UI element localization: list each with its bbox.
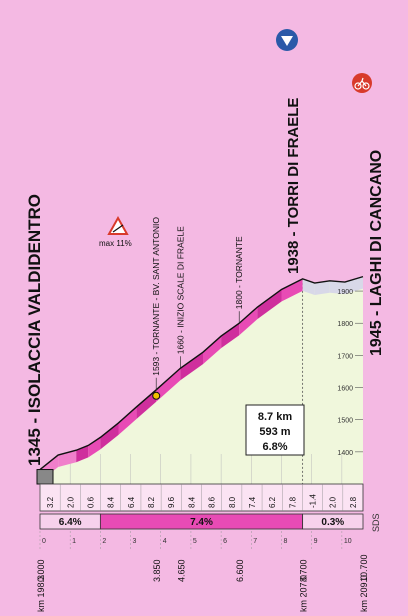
profile-band-segment <box>203 336 222 365</box>
profile-band-segment <box>221 323 240 349</box>
segment-gradient-value: 8.4 <box>107 496 116 508</box>
max-gradient-label: max 11% <box>99 239 132 248</box>
cyclist-finish-icon <box>352 73 372 93</box>
km-tick-label: 0 <box>42 538 46 545</box>
segment-gradient-value: 8.4 <box>187 496 196 508</box>
km-tick-label: 2 <box>102 538 106 545</box>
distance-label: 3.850 <box>152 559 162 582</box>
start-block <box>36 469 54 485</box>
altitude-tick-label: 1700 <box>337 353 353 360</box>
profile-band-segment <box>314 280 330 296</box>
segment-gradient-value: 2.0 <box>329 496 338 508</box>
segment-gradient-value: 8.0 <box>228 496 237 508</box>
profile-band-segment <box>302 278 315 296</box>
sector-gradient-value: 6.4% <box>59 517 82 528</box>
altitude-tick-label: 1600 <box>337 386 353 393</box>
segment-gradient-value: 8.6 <box>208 496 217 508</box>
summit-label: 1938 - TORRI DI FRAELE <box>285 98 302 274</box>
climb-distance: 8.7 km <box>258 411 292 423</box>
segment-gradient-value: 8.2 <box>147 496 156 508</box>
segment-gradient-value: 9.6 <box>167 496 176 508</box>
segment-gradient-value: 3.2 <box>46 496 55 508</box>
sector-gradient-value: 7.4% <box>190 517 213 528</box>
altitude-tick-label: 1400 <box>337 450 353 457</box>
profile-band-segment <box>281 278 303 302</box>
annotation-label: 1660 - INIZIO SCALE DI FRAELE <box>175 226 185 354</box>
altitude-tick-label: 1500 <box>337 418 353 425</box>
distance-label: 4.650 <box>176 559 186 582</box>
cumulative-distance-label: km 209.0 <box>359 575 369 612</box>
waypoint-marker <box>152 391 161 400</box>
km-tick-label: 3 <box>133 538 137 545</box>
profile-band-segment <box>100 422 119 450</box>
distance-label: 10.700 <box>359 554 369 582</box>
profile-band-segment <box>88 437 101 458</box>
km-tick-label: 1 <box>72 538 76 545</box>
altitude-tick-label: 1800 <box>337 321 353 328</box>
cumulative-distance-label: km 198.3 <box>36 575 46 612</box>
segment-gradient-value: -1.4 <box>309 494 318 508</box>
profile-band-segment <box>180 352 204 381</box>
triangle-kom-icon <box>276 29 298 51</box>
segment-gradient-value: 6.2 <box>268 496 277 508</box>
distance-label: 8.700 <box>299 559 309 582</box>
climb-gain: 593 m <box>259 426 290 438</box>
km-tick-label: 5 <box>193 538 197 545</box>
sector-gradient-bar: 6.4% 7.4% 0.3% <box>39 513 364 530</box>
sector-gradient-box <box>302 513 364 530</box>
segment-gradient-value: 6.4 <box>127 496 136 508</box>
segment-gradient-labels: 3.2 2.0 0.6 8.4 6.4 8.2 9.6 8.4 8.6 8.0 7.4 6.2 7.8 -… <box>39 484 358 511</box>
cumulative-distance-label: km 207.0 <box>299 575 309 612</box>
km-tick-label: 8 <box>283 538 287 545</box>
segment-gradient-value: 7.4 <box>248 496 257 508</box>
profile-band-segment <box>118 406 137 435</box>
segment-gradient-value: 2.0 <box>66 496 75 508</box>
profile-outline <box>39 275 364 471</box>
altitude-axis: 1400 1500 1600 1700 1800 1900 <box>337 289 363 457</box>
segment-gradient-value: 7.8 <box>288 496 297 508</box>
distance-labels: 0.000 3.850 4.650 6.600 8.700 10.700 km 198.3 k… <box>36 554 369 612</box>
altitude-tick-label: 1900 <box>337 289 353 296</box>
annotations: 1593 - TORNANTE - BV. SANT ANTONIO 1660 -… <box>151 217 244 390</box>
road-label: SDS <box>371 513 381 532</box>
km-axis: 0 1 2 3 4 5 6 7 8 9 10 <box>39 531 352 550</box>
km-tick-label: 10 <box>344 538 352 545</box>
steep-gradient-sign-icon <box>107 215 129 235</box>
km-tick-label: 7 <box>253 538 257 545</box>
finish-label: 1945 - LAGHI DI CANCANO <box>368 150 385 356</box>
segment-gradient-value: 2.8 <box>349 496 358 508</box>
profile-band-segment <box>136 389 157 419</box>
annotation-label: 1593 - TORNANTE - BV. SANT ANTONIO <box>151 217 161 376</box>
climb-summary-box: 8.7 km 593 m 6.8% <box>245 404 305 456</box>
km-tick-label: 9 <box>314 538 318 545</box>
profile-band-segment <box>156 368 181 402</box>
annotation-label: 1800 - TORNANTE <box>234 236 244 309</box>
km-tick-label: 4 <box>163 538 167 545</box>
profile-band-segment <box>329 280 345 295</box>
km-tick-label: 6 <box>223 538 227 545</box>
sector-gradient-value: 0.3% <box>321 517 344 528</box>
segment-gradient-value: 0.6 <box>86 496 95 508</box>
start-label: 1345 - ISOLACCIA VALDIDENTRO <box>25 194 44 466</box>
profile-band-segment <box>239 307 258 336</box>
profile-band-segment <box>257 289 282 320</box>
distance-label: 6.600 <box>235 559 245 582</box>
distance-label: 0.000 <box>36 559 46 582</box>
climb-gradient: 6.8% <box>262 441 287 453</box>
